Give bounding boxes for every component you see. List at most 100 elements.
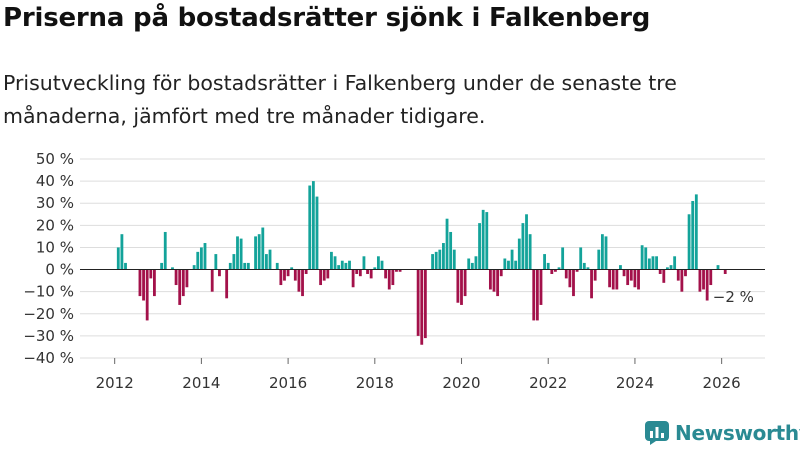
- x-tick-label: 2018: [356, 374, 394, 392]
- bar-positive: [687, 214, 691, 270]
- bar-positive: [510, 249, 514, 270]
- bar-positive: [264, 254, 268, 270]
- bar-positive: [290, 267, 294, 270]
- bar-positive: [199, 247, 203, 270]
- bar-negative: [698, 269, 702, 292]
- bar-positive: [348, 260, 351, 270]
- y-tick-label: −40 %: [23, 349, 74, 367]
- bar-negative: [138, 269, 142, 297]
- bar-positive: [716, 265, 720, 270]
- bar-positive: [604, 236, 608, 270]
- bar-positive: [449, 231, 453, 270]
- bar-negative: [615, 269, 619, 290]
- bar-positive: [528, 234, 532, 270]
- bar-positive: [445, 218, 449, 270]
- bar-positive: [124, 262, 127, 270]
- bar-positive: [246, 262, 250, 270]
- bar-positive: [514, 260, 518, 270]
- bar-negative: [387, 269, 391, 290]
- bar-negative: [633, 269, 637, 288]
- bar-positive: [640, 245, 644, 270]
- bar-negative: [568, 269, 572, 288]
- bar-positive: [160, 262, 164, 270]
- bar-positive: [434, 251, 438, 270]
- bar-positive: [116, 247, 120, 270]
- y-tick-label: 30 %: [36, 194, 74, 212]
- bar-positive: [431, 254, 434, 270]
- bar-positive: [311, 181, 315, 270]
- bar-positive: [586, 267, 590, 270]
- bar-positive: [691, 201, 695, 270]
- bar-positive: [196, 251, 200, 270]
- bar-negative: [355, 269, 359, 274]
- bar-negative: [351, 269, 355, 288]
- bar-negative: [550, 269, 554, 274]
- y-tick-label: 20 %: [36, 216, 74, 234]
- bar-negative: [637, 269, 640, 290]
- bar-positive: [619, 265, 622, 270]
- x-tick-label: 2012: [96, 374, 134, 392]
- bar-positive: [340, 260, 344, 270]
- bar-negative: [297, 269, 301, 292]
- bar-positive: [597, 249, 601, 270]
- bar-negative: [705, 269, 709, 301]
- y-tick-label: −10 %: [23, 283, 74, 301]
- bar-positive: [582, 262, 586, 270]
- bar-negative: [366, 269, 369, 274]
- chart-title: Priserna på bostadsrätter sjönk i Falken…: [3, 3, 651, 33]
- bar-negative: [460, 269, 463, 305]
- bar-positive: [333, 256, 337, 270]
- bar-negative: [322, 269, 326, 281]
- bar-positive: [344, 262, 348, 270]
- bar-negative: [564, 269, 568, 279]
- bar-negative: [326, 269, 330, 279]
- x-tick-label: 2022: [529, 374, 567, 392]
- bar-negative: [658, 269, 662, 274]
- bar-negative: [391, 269, 395, 286]
- bar-negative: [286, 269, 290, 277]
- y-tick-label: 0 %: [45, 261, 74, 279]
- bar-positive: [308, 185, 312, 270]
- y-tick-label: 40 %: [36, 172, 74, 190]
- bar-negative: [709, 269, 713, 286]
- bar-negative: [218, 269, 221, 277]
- bar-negative: [304, 269, 308, 274]
- bar-positive: [651, 256, 655, 270]
- bar-negative: [358, 269, 362, 277]
- bar-positive: [644, 247, 648, 270]
- bar-positive: [442, 243, 445, 270]
- bar-positive: [192, 265, 196, 270]
- y-tick-label: −20 %: [23, 305, 74, 323]
- bar-negative: [423, 269, 427, 339]
- bar-negative: [535, 269, 539, 321]
- bar-negative: [398, 269, 402, 272]
- y-tick-label: 50 %: [36, 150, 74, 168]
- bar-positive: [214, 254, 218, 270]
- bar-positive: [376, 256, 380, 270]
- bar-negative: [572, 269, 575, 297]
- bar-negative: [301, 269, 304, 297]
- bar-positive: [228, 262, 232, 270]
- bar-negative: [225, 269, 229, 299]
- bar-negative: [499, 269, 503, 277]
- bar-negative: [676, 269, 680, 281]
- bar-negative: [395, 269, 398, 272]
- bar-negative: [575, 269, 579, 272]
- bar-positive: [507, 260, 510, 270]
- bar-negative: [153, 269, 156, 297]
- bar-negative: [492, 269, 496, 292]
- bar-negative: [593, 269, 597, 281]
- bar-positive: [481, 209, 485, 270]
- x-tick-label: 2024: [616, 374, 654, 392]
- bar-positive: [243, 262, 247, 270]
- bar-negative: [629, 269, 633, 281]
- bar-negative: [142, 269, 145, 301]
- bar-positive: [232, 254, 236, 270]
- bar-positive: [268, 249, 272, 270]
- bar-positive: [438, 249, 442, 270]
- bar-positive: [485, 212, 489, 270]
- bar-positive: [666, 267, 669, 270]
- bar-positive: [236, 236, 239, 270]
- bar-negative: [723, 269, 727, 274]
